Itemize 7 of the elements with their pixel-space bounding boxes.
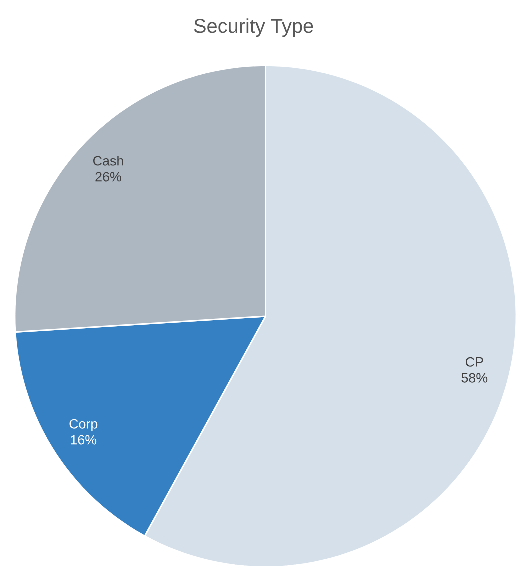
data-label: 58% bbox=[462, 373, 488, 383]
slice-label: Cash bbox=[93, 156, 124, 166]
slice-label: CP bbox=[466, 357, 484, 367]
slice-label: Corp bbox=[70, 419, 98, 432]
chart-title: Security Type bbox=[194, 18, 314, 38]
data-label: 16% bbox=[71, 435, 96, 445]
data-label: 26% bbox=[96, 172, 122, 182]
